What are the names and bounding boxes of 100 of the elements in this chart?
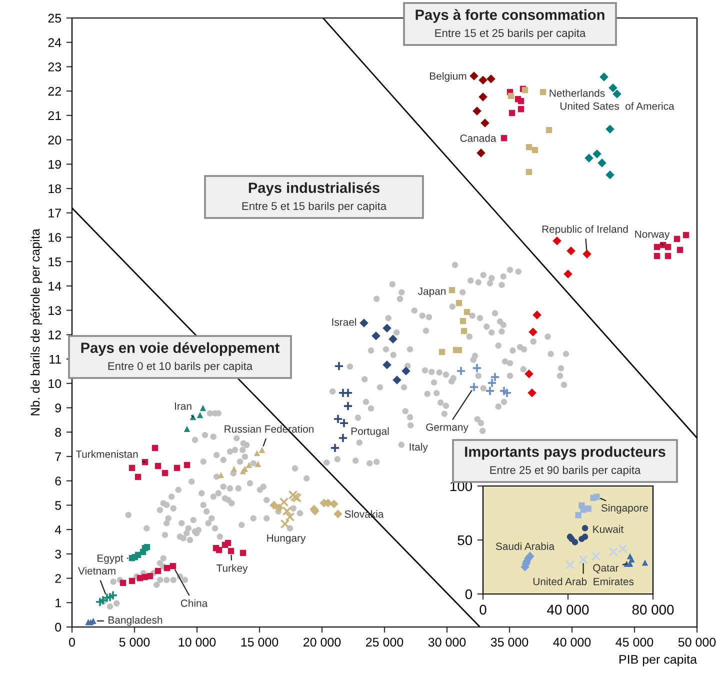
point (230, 466, 238, 472)
annotation: Saudi Arabia (496, 542, 555, 550)
point (154, 568, 162, 574)
point (285, 512, 295, 522)
point (330, 500, 338, 508)
annotation: Norway (635, 230, 670, 240)
point (480, 118, 490, 128)
y-tick-label: 13 (48, 306, 62, 315)
point (526, 168, 532, 176)
y-tick-label: 14 (48, 282, 62, 290)
x-tick-label: 0 (69, 638, 75, 647)
point (606, 124, 614, 134)
point (460, 318, 466, 324)
point (170, 562, 176, 570)
point (448, 286, 456, 294)
point (575, 512, 582, 518)
point (682, 232, 690, 238)
point (518, 98, 524, 104)
x-tick-label: 25 000 (366, 638, 404, 647)
point (654, 244, 660, 250)
point (472, 106, 482, 116)
y-tick-label: 5 (55, 501, 62, 510)
point (592, 150, 602, 158)
y-tick-label: 3 (55, 550, 62, 559)
point (566, 246, 576, 256)
chart-title: Importants pays producteurs (465, 446, 666, 460)
annotation: China (180, 599, 208, 607)
point (254, 460, 262, 468)
annotation: Iran (174, 402, 192, 410)
point (526, 144, 532, 150)
point (162, 470, 168, 476)
annotation: Germany (426, 423, 468, 433)
point (600, 72, 608, 82)
point (382, 360, 392, 370)
point (334, 510, 342, 518)
x-tick-label: 50 000 (678, 638, 716, 647)
point (228, 548, 234, 554)
annotation: Turkmenistan (76, 450, 138, 458)
point (664, 252, 672, 260)
chart-subtitle: Entre 25 et 90 barils per capita (490, 466, 641, 476)
point (184, 462, 190, 468)
y-tick-label: 25 (48, 14, 62, 23)
point (200, 404, 206, 412)
point (572, 539, 578, 546)
annotation: United Arab Emirates (533, 578, 634, 586)
y-tick-label: 17 (48, 208, 61, 218)
point (128, 464, 136, 472)
point (598, 158, 606, 168)
annotation: Kuwait (593, 525, 624, 533)
point (372, 332, 380, 340)
point (456, 346, 462, 354)
y-tick-label: 50 (458, 535, 472, 546)
point (654, 252, 660, 260)
point (216, 546, 222, 554)
point (184, 426, 190, 432)
point (174, 464, 180, 472)
point (196, 412, 204, 418)
point (628, 556, 635, 563)
y-tick-label: 18 (48, 184, 62, 194)
x-tick-label: 35 000 (490, 638, 528, 647)
x-axis-title: PIB per capita (620, 654, 698, 666)
point (330, 443, 340, 453)
point (274, 503, 284, 512)
point (258, 446, 266, 454)
point (508, 92, 514, 100)
x-tick-label: 15 000 (241, 638, 278, 647)
annotation: Entre 0 et 10 barils per capita (108, 362, 253, 372)
annotation: Pays en voie développement (81, 342, 280, 356)
point (532, 146, 538, 154)
point (240, 550, 246, 556)
x-tick-label: 40 000 (553, 638, 591, 647)
point (128, 578, 136, 584)
annotation: Belgium (430, 72, 466, 82)
point (578, 554, 588, 564)
point (152, 444, 158, 452)
point (518, 106, 524, 112)
point (582, 534, 588, 540)
annotation: Pays industrialisés (248, 182, 380, 196)
point (282, 506, 292, 516)
point (164, 564, 170, 572)
point (532, 310, 542, 320)
x-tick-label: 45 000 (616, 638, 654, 647)
y-tick-label: 12 (48, 330, 61, 340)
annotation: Entre 15 et 25 barils per capita (435, 28, 586, 40)
point (582, 250, 592, 258)
y-tick-label: 6 (55, 476, 62, 486)
point (392, 376, 402, 384)
x-tick-label: 80 000 (632, 604, 674, 615)
point (333, 414, 343, 424)
point (564, 270, 572, 278)
point (338, 433, 348, 443)
point (472, 363, 482, 374)
point (388, 334, 398, 344)
point (676, 246, 684, 254)
point (456, 300, 462, 306)
point (254, 450, 260, 456)
y-tick-label: 8 (55, 428, 62, 437)
point (470, 72, 478, 80)
point (485, 386, 495, 396)
x-tick-label: 5 000 (119, 638, 150, 647)
